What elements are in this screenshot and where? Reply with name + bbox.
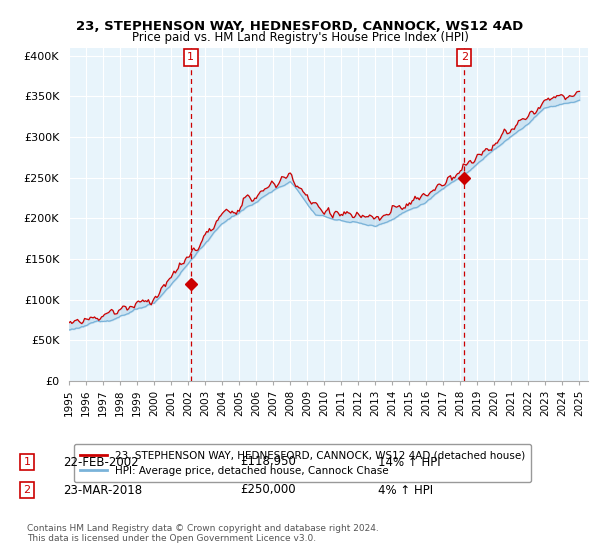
Text: 23-MAR-2018: 23-MAR-2018	[63, 483, 142, 497]
Text: 14% ↑ HPI: 14% ↑ HPI	[378, 455, 440, 469]
Text: £250,000: £250,000	[240, 483, 296, 497]
Text: 22-FEB-2002: 22-FEB-2002	[63, 455, 139, 469]
Text: Contains HM Land Registry data © Crown copyright and database right 2024.
This d: Contains HM Land Registry data © Crown c…	[27, 524, 379, 543]
Text: 4% ↑ HPI: 4% ↑ HPI	[378, 483, 433, 497]
Text: 1: 1	[23, 457, 31, 467]
Text: £118,950: £118,950	[240, 455, 296, 469]
Text: 1: 1	[187, 52, 194, 62]
Text: Price paid vs. HM Land Registry's House Price Index (HPI): Price paid vs. HM Land Registry's House …	[131, 31, 469, 44]
Text: 23, STEPHENSON WAY, HEDNESFORD, CANNOCK, WS12 4AD: 23, STEPHENSON WAY, HEDNESFORD, CANNOCK,…	[76, 20, 524, 32]
Text: 2: 2	[23, 485, 31, 495]
Text: 2: 2	[461, 52, 468, 62]
Legend: 23, STEPHENSON WAY, HEDNESFORD, CANNOCK, WS12 4AD (detached house), HPI: Average: 23, STEPHENSON WAY, HEDNESFORD, CANNOCK,…	[74, 444, 532, 482]
